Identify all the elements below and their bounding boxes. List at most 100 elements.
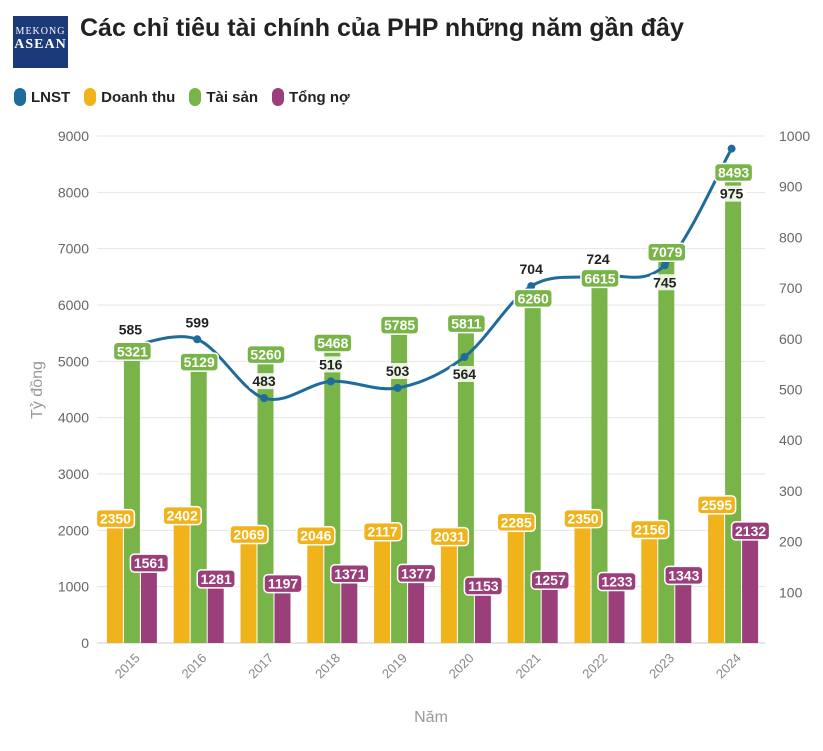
- data-label: 1153: [468, 578, 499, 594]
- y-tick-label: 0: [81, 635, 89, 651]
- bar-Doanh thu[interactable]: [440, 528, 457, 643]
- y-tick-label: 4000: [58, 410, 89, 426]
- data-label-LNST: 724: [586, 251, 610, 267]
- bar-Tổng nợ[interactable]: [341, 565, 358, 643]
- legend-swatch: [84, 88, 97, 106]
- bar-Doanh thu[interactable]: [307, 527, 324, 643]
- data-label-bg: [563, 508, 603, 529]
- data-label-LNST-bg: [249, 373, 279, 390]
- bar-Doanh thu[interactable]: [507, 514, 524, 643]
- point-LNST[interactable]: [260, 394, 268, 403]
- y2-tick-label: 500: [779, 382, 803, 398]
- data-label-bg: [179, 352, 219, 372]
- legend-item-0[interactable]: LNST: [14, 88, 70, 106]
- data-label: 2285: [501, 514, 532, 530]
- data-label-bg: [162, 505, 202, 526]
- bar-Tổng nợ[interactable]: [742, 522, 759, 643]
- data-label-LNST: 745: [653, 274, 677, 290]
- point-LNST[interactable]: [393, 383, 402, 392]
- x-tick-label: 2021: [512, 650, 543, 681]
- data-label-bg: [112, 341, 153, 362]
- data-label: 1343: [668, 567, 699, 583]
- bar-Doanh thu[interactable]: [708, 496, 725, 643]
- mekong-asean-logo: MEKONG ASEAN: [13, 16, 68, 68]
- point-LNST[interactable]: [193, 335, 202, 344]
- bar-Doanh thu[interactable]: [374, 523, 391, 643]
- bar-Tài sản[interactable]: [457, 315, 474, 643]
- data-label-LNST-bg: [516, 261, 547, 278]
- y2-tick-label: 1000: [779, 128, 810, 144]
- x-tick-label: 2023: [646, 650, 677, 681]
- legend-item-2[interactable]: Tài sản: [189, 88, 258, 106]
- x-tick-label: 2015: [112, 650, 143, 681]
- bar-Doanh thu[interactable]: [106, 510, 123, 643]
- legend-swatch: [272, 88, 285, 106]
- legend-swatch: [14, 88, 26, 106]
- point-LNST[interactable]: [527, 282, 536, 291]
- data-label-LNST: 516: [319, 356, 343, 372]
- data-label: 1197: [268, 576, 299, 592]
- data-label: 5468: [317, 335, 348, 351]
- y-tick-label: 6000: [58, 297, 89, 313]
- point-LNST[interactable]: [660, 261, 669, 270]
- x-tick-label: 2017: [245, 650, 276, 681]
- bar-Tổng nợ[interactable]: [140, 555, 157, 643]
- legend-label: Tài sản: [206, 88, 259, 106]
- data-label-LNST: 585: [119, 321, 143, 337]
- data-label: 2595: [701, 497, 732, 513]
- y2-tick-label: 800: [779, 229, 803, 245]
- bar-Doanh thu[interactable]: [641, 521, 658, 643]
- data-label-LNST-bg: [716, 185, 747, 202]
- data-label-LNST-bg: [449, 366, 480, 383]
- legend-label: Doanh thu: [101, 88, 176, 106]
- legend-item-1[interactable]: Doanh thu: [84, 88, 175, 106]
- bar-Doanh thu[interactable]: [574, 510, 591, 643]
- data-label-LNST-bg: [315, 356, 346, 373]
- point-LNST[interactable]: [326, 377, 335, 386]
- data-label-bg: [597, 571, 637, 592]
- data-label-bg: [513, 288, 553, 309]
- point-LNST[interactable]: [460, 353, 469, 362]
- data-label-bg: [496, 512, 536, 533]
- y-tick-label: 7000: [58, 241, 89, 257]
- bar-Tài sản[interactable]: [591, 270, 608, 643]
- x-tick-label: 2020: [446, 650, 477, 681]
- y-tick-label: 9000: [58, 128, 89, 144]
- data-label-bg: [696, 495, 737, 515]
- data-label-LNST: 599: [186, 314, 210, 330]
- bar-Tài sản[interactable]: [123, 343, 140, 643]
- data-label-bg: [263, 573, 303, 594]
- data-label: 1371: [334, 566, 365, 582]
- legend-swatch: [189, 88, 202, 106]
- data-label-LNST-bg: [382, 362, 413, 379]
- legend-label: LNST: [31, 88, 71, 106]
- data-label-bg: [429, 526, 470, 547]
- data-label-bg: [730, 521, 771, 541]
- data-label-bg: [446, 313, 487, 334]
- bar-Tổng nợ[interactable]: [408, 565, 425, 643]
- line-LNST: [130, 147, 733, 401]
- data-label-LNST: 503: [386, 363, 410, 379]
- data-label-bg: [296, 525, 336, 546]
- bar-Tài sản[interactable]: [725, 164, 742, 643]
- bar-Tổng nợ[interactable]: [207, 570, 224, 643]
- point-LNST[interactable]: [727, 144, 736, 153]
- data-label-bg: [664, 565, 704, 586]
- data-label: 5129: [184, 354, 215, 370]
- bar-Tài sản[interactable]: [190, 354, 207, 643]
- legend-item-3[interactable]: Tổng nợ: [272, 88, 350, 106]
- bar-Tài sản[interactable]: [658, 244, 675, 643]
- data-label: 2350: [100, 511, 131, 527]
- data-label: 2069: [233, 526, 264, 542]
- bar-Doanh thu[interactable]: [240, 526, 257, 643]
- bar-Tài sản[interactable]: [391, 317, 408, 643]
- data-label: 2132: [735, 523, 766, 539]
- bar-Tổng nợ[interactable]: [675, 567, 692, 643]
- bar-Tài sản[interactable]: [524, 290, 541, 643]
- y2-tick-label: 600: [779, 331, 803, 347]
- data-label-bg: [129, 553, 170, 573]
- bar-Doanh thu[interactable]: [173, 507, 190, 643]
- bar-Tài sản[interactable]: [257, 346, 274, 643]
